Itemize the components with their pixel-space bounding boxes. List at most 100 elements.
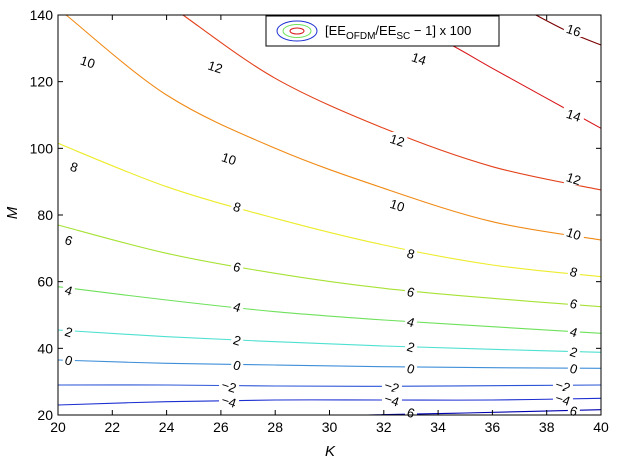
x-axis-label: K <box>325 443 336 460</box>
contour-label-bg <box>563 22 584 37</box>
contour-label-bg <box>381 378 402 394</box>
y-tick-label: 40 <box>37 340 53 356</box>
contour-label: 10 <box>79 53 97 72</box>
x-tick-label: 40 <box>593 419 609 435</box>
contour-label: −4 <box>553 390 572 409</box>
contour-label: 6 <box>405 405 417 422</box>
contour-label: 12 <box>388 131 406 150</box>
contour-label-bg <box>563 225 584 241</box>
contour-label: 6 <box>568 296 580 313</box>
contour-label-bg <box>563 107 584 122</box>
contour-label-bg <box>219 378 240 393</box>
contour-line-8-7 <box>57 142 602 278</box>
contour-label: −4 <box>220 392 239 411</box>
contour-label-bg <box>567 402 580 418</box>
x-tick-label: 36 <box>485 419 501 435</box>
contour-label-bg <box>404 360 417 376</box>
contour-label: 10 <box>220 149 238 168</box>
x-tick-label: 38 <box>539 419 555 435</box>
legend-contour-icon <box>276 20 318 42</box>
contour-label: −2 <box>220 377 239 396</box>
contour-line-0-3 <box>57 359 602 369</box>
contour-label-bg <box>563 170 584 186</box>
contour-label-bg <box>567 323 580 339</box>
contour-label-bg <box>62 352 75 367</box>
contour-label-bg <box>205 58 226 74</box>
y-tick-label: 20 <box>37 407 53 423</box>
x-tick-label: 28 <box>267 419 283 435</box>
contour-line-neg4-1 <box>57 397 602 406</box>
y-tick-label: 80 <box>37 207 53 223</box>
contour-label-bg <box>409 50 430 66</box>
contour-label: 0 <box>568 361 580 378</box>
contour-label-bg <box>567 263 580 279</box>
contour-label-bg <box>552 391 573 406</box>
x-tick-label: 20 <box>50 419 66 435</box>
contour-label: 8 <box>405 246 417 263</box>
contour-label: 4 <box>405 314 417 331</box>
contour-label-bg <box>567 360 580 376</box>
contour-label-bg <box>404 338 417 354</box>
contour-label: −2 <box>382 377 401 396</box>
contour-label-bg <box>77 53 98 69</box>
contour-line-12-9 <box>182 14 602 191</box>
contour-label-bg <box>387 197 408 212</box>
contour-label-bg <box>404 283 417 299</box>
contour-label-bg <box>567 343 580 359</box>
contour-label: 0 <box>231 357 243 374</box>
x-tick-label: 26 <box>213 419 229 435</box>
contour-label: 4 <box>63 282 75 299</box>
contour-label: 14 <box>410 49 428 68</box>
contour-label-bg <box>68 158 81 174</box>
contour-label: 8 <box>68 159 80 176</box>
contour-label: 0 <box>63 352 75 369</box>
contour-label: −2 <box>553 377 572 396</box>
contour-label: 10 <box>388 196 406 215</box>
contour-label: 2 <box>63 324 75 341</box>
contour-label-bg <box>231 258 244 274</box>
y-tick-label: 140 <box>30 7 54 23</box>
contour-label-bg <box>567 295 580 311</box>
contour-label: 6 <box>231 259 243 276</box>
x-axis-ticks: 20 22 24 26 28 30 32 34 36 38 40 <box>50 15 609 435</box>
contour-line-2-4 <box>57 329 602 353</box>
y-tick-label: 60 <box>37 274 53 290</box>
contour-label-bg <box>231 198 244 214</box>
contour-line-neg2-2 <box>57 384 602 387</box>
contour-label-bg <box>381 391 402 407</box>
contour-label-bg <box>219 393 240 408</box>
contour-label: 0 <box>405 361 417 378</box>
contour-label: 8 <box>568 264 580 281</box>
y-tick-label: 100 <box>30 140 54 156</box>
contour-label: −4 <box>382 391 401 410</box>
x-tick-label: 34 <box>430 419 446 435</box>
contour-label: 12 <box>564 169 582 188</box>
contour-label: 14 <box>564 106 582 125</box>
contour-label-bg <box>219 150 240 166</box>
contour-label-bg <box>62 282 75 297</box>
x-tick-label: 24 <box>159 419 175 435</box>
y-tick-label: 120 <box>30 74 54 90</box>
contour-label-bg <box>552 377 573 393</box>
contour-label-bg <box>387 132 408 147</box>
x-tick-label: 22 <box>105 419 121 435</box>
contour-label-bg <box>62 232 75 247</box>
contour-label: 2 <box>405 339 417 356</box>
contour-label-bg <box>404 404 417 420</box>
contour-line-neg6-0 <box>367 409 602 416</box>
contour-label-bg <box>231 332 244 347</box>
contour-line-6-6 <box>57 224 602 308</box>
x-tick-label: 32 <box>376 419 392 435</box>
contour-label: 8 <box>231 199 243 216</box>
contour-label: 4 <box>231 299 243 316</box>
contour-line-4-5 <box>57 286 602 334</box>
legend-box <box>265 15 500 47</box>
contour-label-bg <box>62 323 75 339</box>
contour-label-bg <box>231 298 244 314</box>
y-axis-label: M <box>4 206 21 219</box>
contour-label: 6 <box>63 232 75 249</box>
contour-label: 10 <box>564 224 582 243</box>
contour-line-10-8 <box>65 14 602 241</box>
